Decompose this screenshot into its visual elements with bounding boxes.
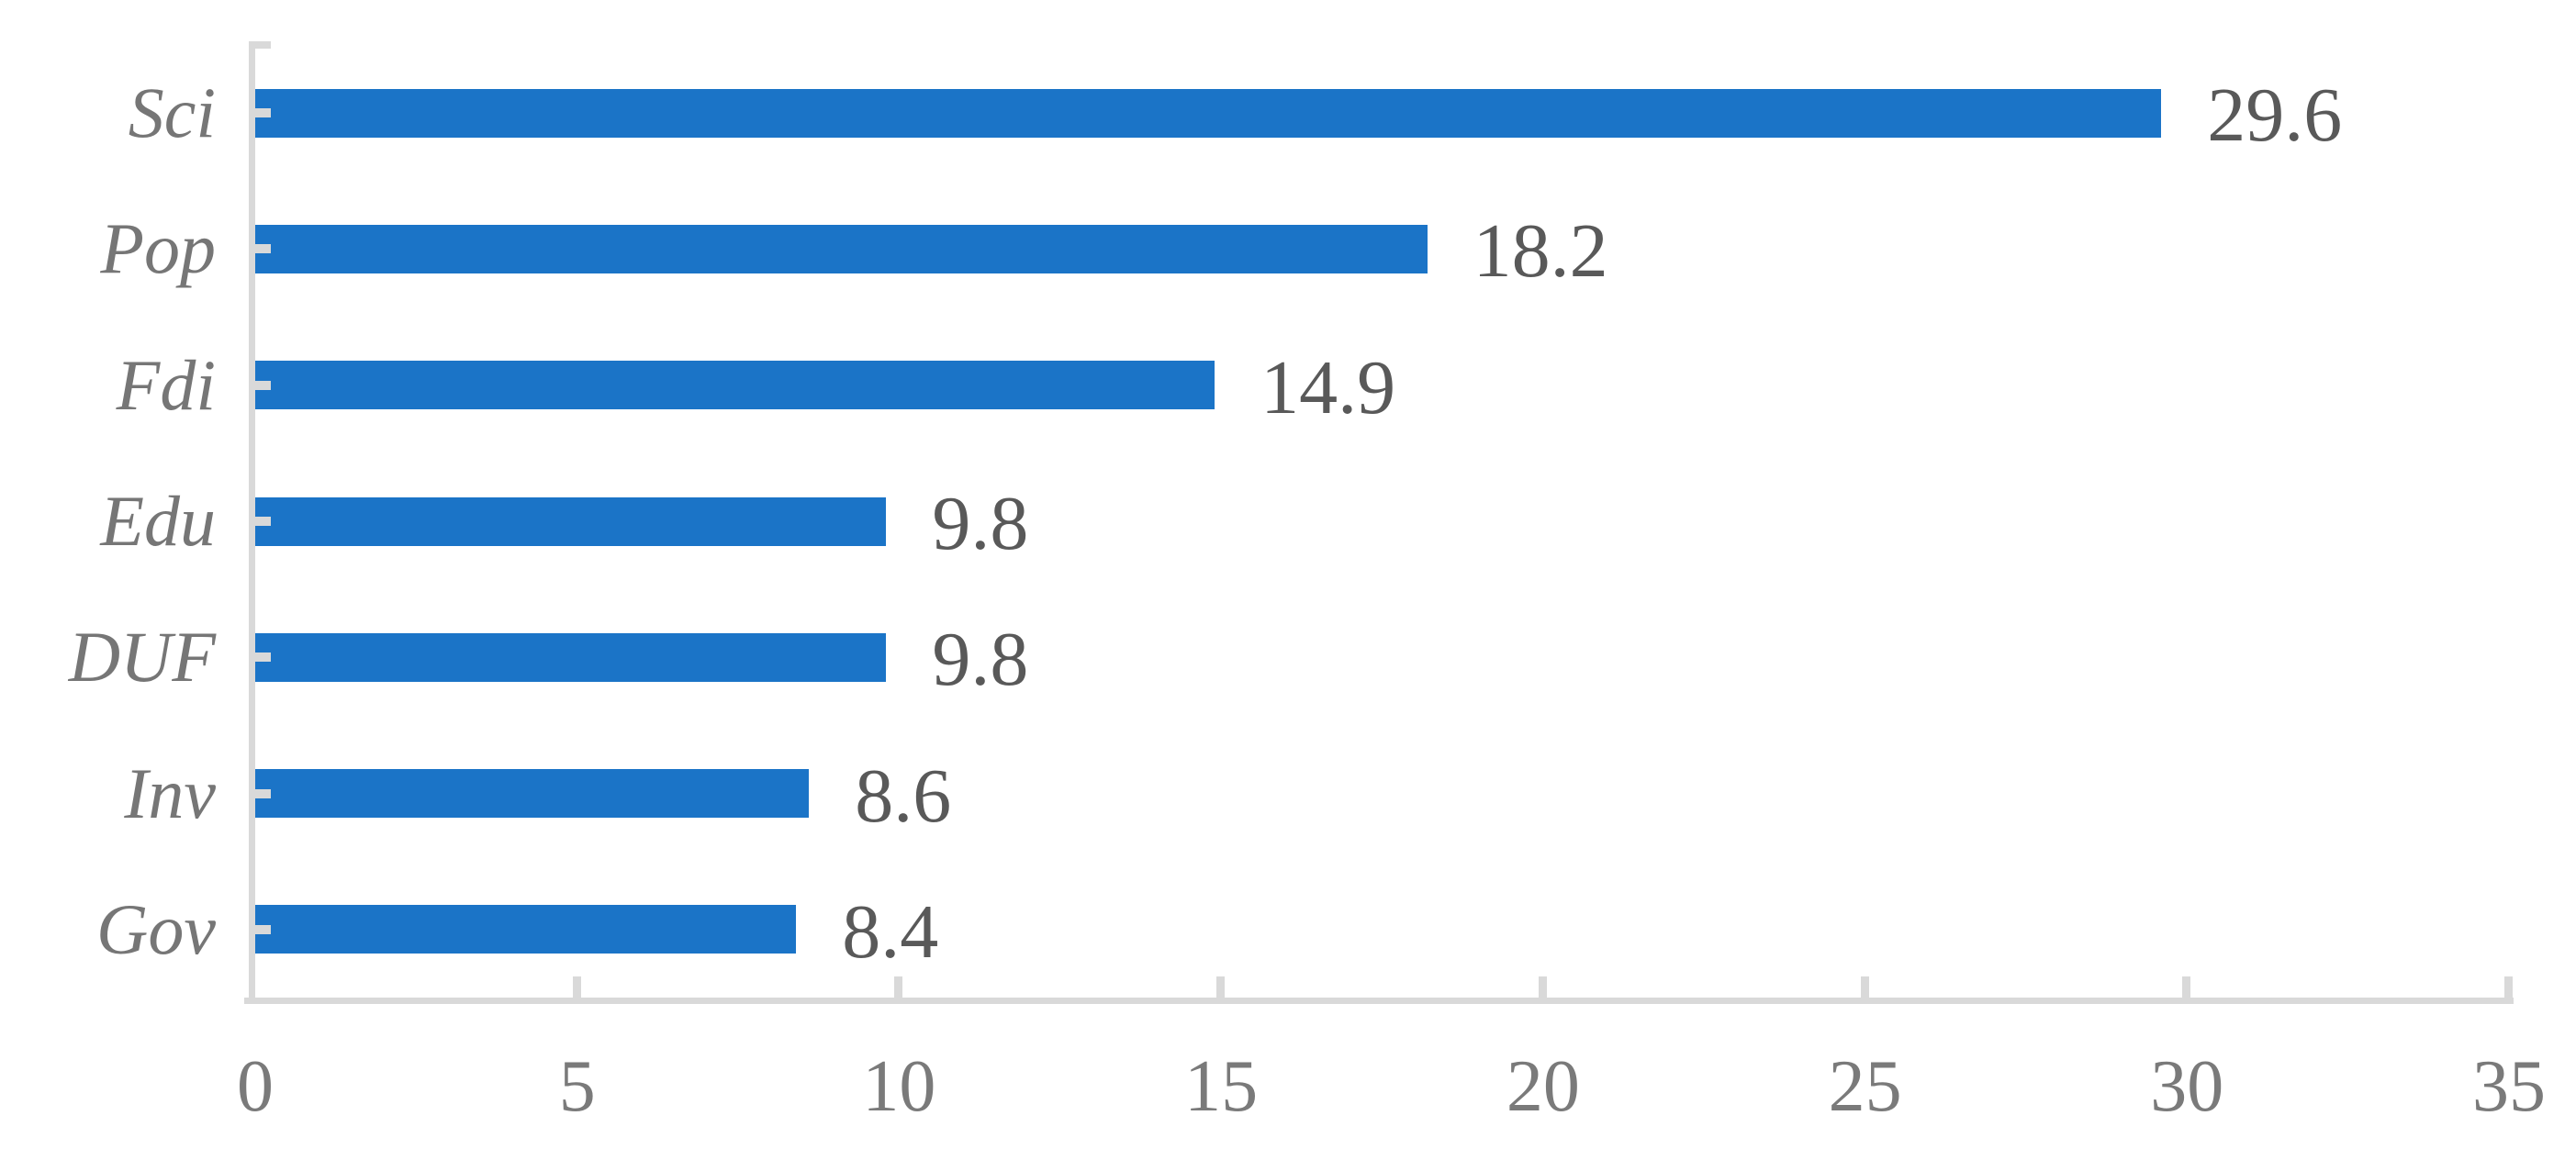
x-tick-label-15: 15 <box>1184 1046 1259 1127</box>
category-tick-duf <box>254 652 271 663</box>
x-tick-15 <box>1216 976 1226 998</box>
category-tick-pop <box>254 244 271 254</box>
category-tick-fdi <box>254 380 271 390</box>
category-label-fdi: Fdi <box>116 344 216 425</box>
x-tick-10 <box>894 976 903 998</box>
category-axis-end-tick <box>249 41 271 49</box>
value-axis-line <box>244 998 2514 1004</box>
x-tick-35 <box>2504 976 2513 998</box>
category-label-sci: Sci <box>128 72 216 153</box>
category-label-pop: Pop <box>100 208 216 289</box>
bar-pop <box>255 224 1428 273</box>
x-tick-25 <box>1860 976 1869 998</box>
category-tick-edu <box>254 517 271 526</box>
value-label-edu: 9.8 <box>932 481 1029 566</box>
x-tick-label-35: 35 <box>2472 1046 2546 1127</box>
value-label-gov: 8.4 <box>842 888 939 975</box>
bar-duf <box>255 632 887 682</box>
category-label-gov: Gov <box>96 888 216 969</box>
category-tick-inv <box>254 788 271 798</box>
value-label-inv: 8.6 <box>855 753 952 839</box>
category-label-inv: Inv <box>124 753 216 833</box>
bar-edu <box>255 496 887 546</box>
value-label-fdi: 14.9 <box>1260 344 1396 430</box>
bar-gov <box>255 905 797 954</box>
category-axis-line <box>249 41 255 1004</box>
bar-fdi <box>255 361 1215 410</box>
x-tick-label-0: 0 <box>237 1046 274 1127</box>
category-tick-sci <box>254 108 271 118</box>
x-tick-20 <box>1538 976 1547 998</box>
category-tick-gov <box>254 924 271 934</box>
x-tick-label-5: 5 <box>558 1046 596 1127</box>
bar-sci <box>255 88 2162 138</box>
x-tick-label-25: 25 <box>1828 1046 1902 1127</box>
value-label-duf: 9.8 <box>932 617 1029 703</box>
bar-inv <box>255 769 810 819</box>
x-tick-5 <box>572 976 581 998</box>
value-label-sci: 29.6 <box>2207 72 2343 159</box>
x-tick-label-20: 20 <box>1506 1046 1580 1127</box>
x-tick-label-30: 30 <box>2150 1046 2224 1127</box>
x-tick-label-10: 10 <box>862 1046 936 1127</box>
category-label-edu: Edu <box>100 481 216 561</box>
value-label-pop: 18.2 <box>1473 208 1608 295</box>
category-label-duf: DUF <box>68 617 216 697</box>
x-tick-30 <box>2182 976 2191 998</box>
